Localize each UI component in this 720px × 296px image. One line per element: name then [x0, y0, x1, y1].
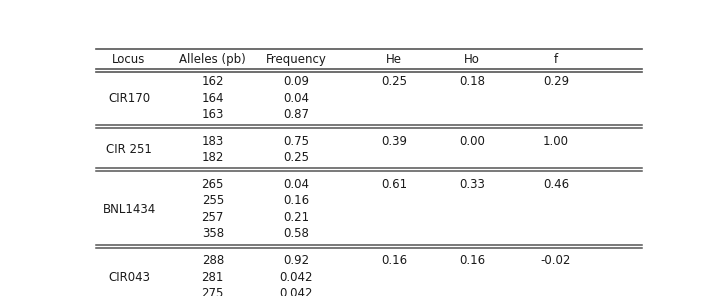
Text: 0.92: 0.92 — [284, 254, 310, 267]
Text: 183: 183 — [202, 135, 224, 148]
Text: 0.39: 0.39 — [381, 135, 407, 148]
Text: 1.00: 1.00 — [543, 135, 569, 148]
Text: 275: 275 — [202, 287, 224, 296]
Text: BNL1434: BNL1434 — [102, 203, 156, 216]
Text: 0.04: 0.04 — [284, 91, 310, 104]
Text: 0.18: 0.18 — [459, 75, 485, 88]
Text: 257: 257 — [202, 211, 224, 224]
Text: 288: 288 — [202, 254, 224, 267]
Text: 0.61: 0.61 — [381, 178, 408, 191]
Text: 0.16: 0.16 — [284, 194, 310, 207]
Text: Frequency: Frequency — [266, 52, 327, 65]
Text: He: He — [386, 52, 402, 65]
Text: 0.33: 0.33 — [459, 178, 485, 191]
Text: 0.042: 0.042 — [279, 287, 313, 296]
Text: 0.21: 0.21 — [284, 211, 310, 224]
Text: 0.46: 0.46 — [543, 178, 569, 191]
Text: 0.87: 0.87 — [284, 108, 310, 121]
Text: 0.29: 0.29 — [543, 75, 569, 88]
Text: 0.00: 0.00 — [459, 135, 485, 148]
Text: CIR043: CIR043 — [108, 271, 150, 284]
Text: -0.02: -0.02 — [541, 254, 571, 267]
Text: 281: 281 — [202, 271, 224, 284]
Text: 0.16: 0.16 — [381, 254, 408, 267]
Text: 182: 182 — [202, 151, 224, 164]
Text: CIR 251: CIR 251 — [106, 143, 152, 156]
Text: 163: 163 — [202, 108, 224, 121]
Text: 265: 265 — [202, 178, 224, 191]
Text: 255: 255 — [202, 194, 224, 207]
Text: Ho: Ho — [464, 52, 480, 65]
Text: f: f — [554, 52, 558, 65]
Text: 0.09: 0.09 — [284, 75, 310, 88]
Text: 0.04: 0.04 — [284, 178, 310, 191]
Text: 0.75: 0.75 — [284, 135, 310, 148]
Text: Locus: Locus — [112, 52, 145, 65]
Text: Alleles (pb): Alleles (pb) — [179, 52, 246, 65]
Text: 0.25: 0.25 — [284, 151, 310, 164]
Text: 0.58: 0.58 — [284, 228, 310, 240]
Text: 0.16: 0.16 — [459, 254, 485, 267]
Text: 0.25: 0.25 — [381, 75, 407, 88]
Text: 164: 164 — [202, 91, 224, 104]
Text: 358: 358 — [202, 228, 224, 240]
Text: 162: 162 — [202, 75, 224, 88]
Text: 0.042: 0.042 — [279, 271, 313, 284]
Text: CIR170: CIR170 — [108, 91, 150, 104]
